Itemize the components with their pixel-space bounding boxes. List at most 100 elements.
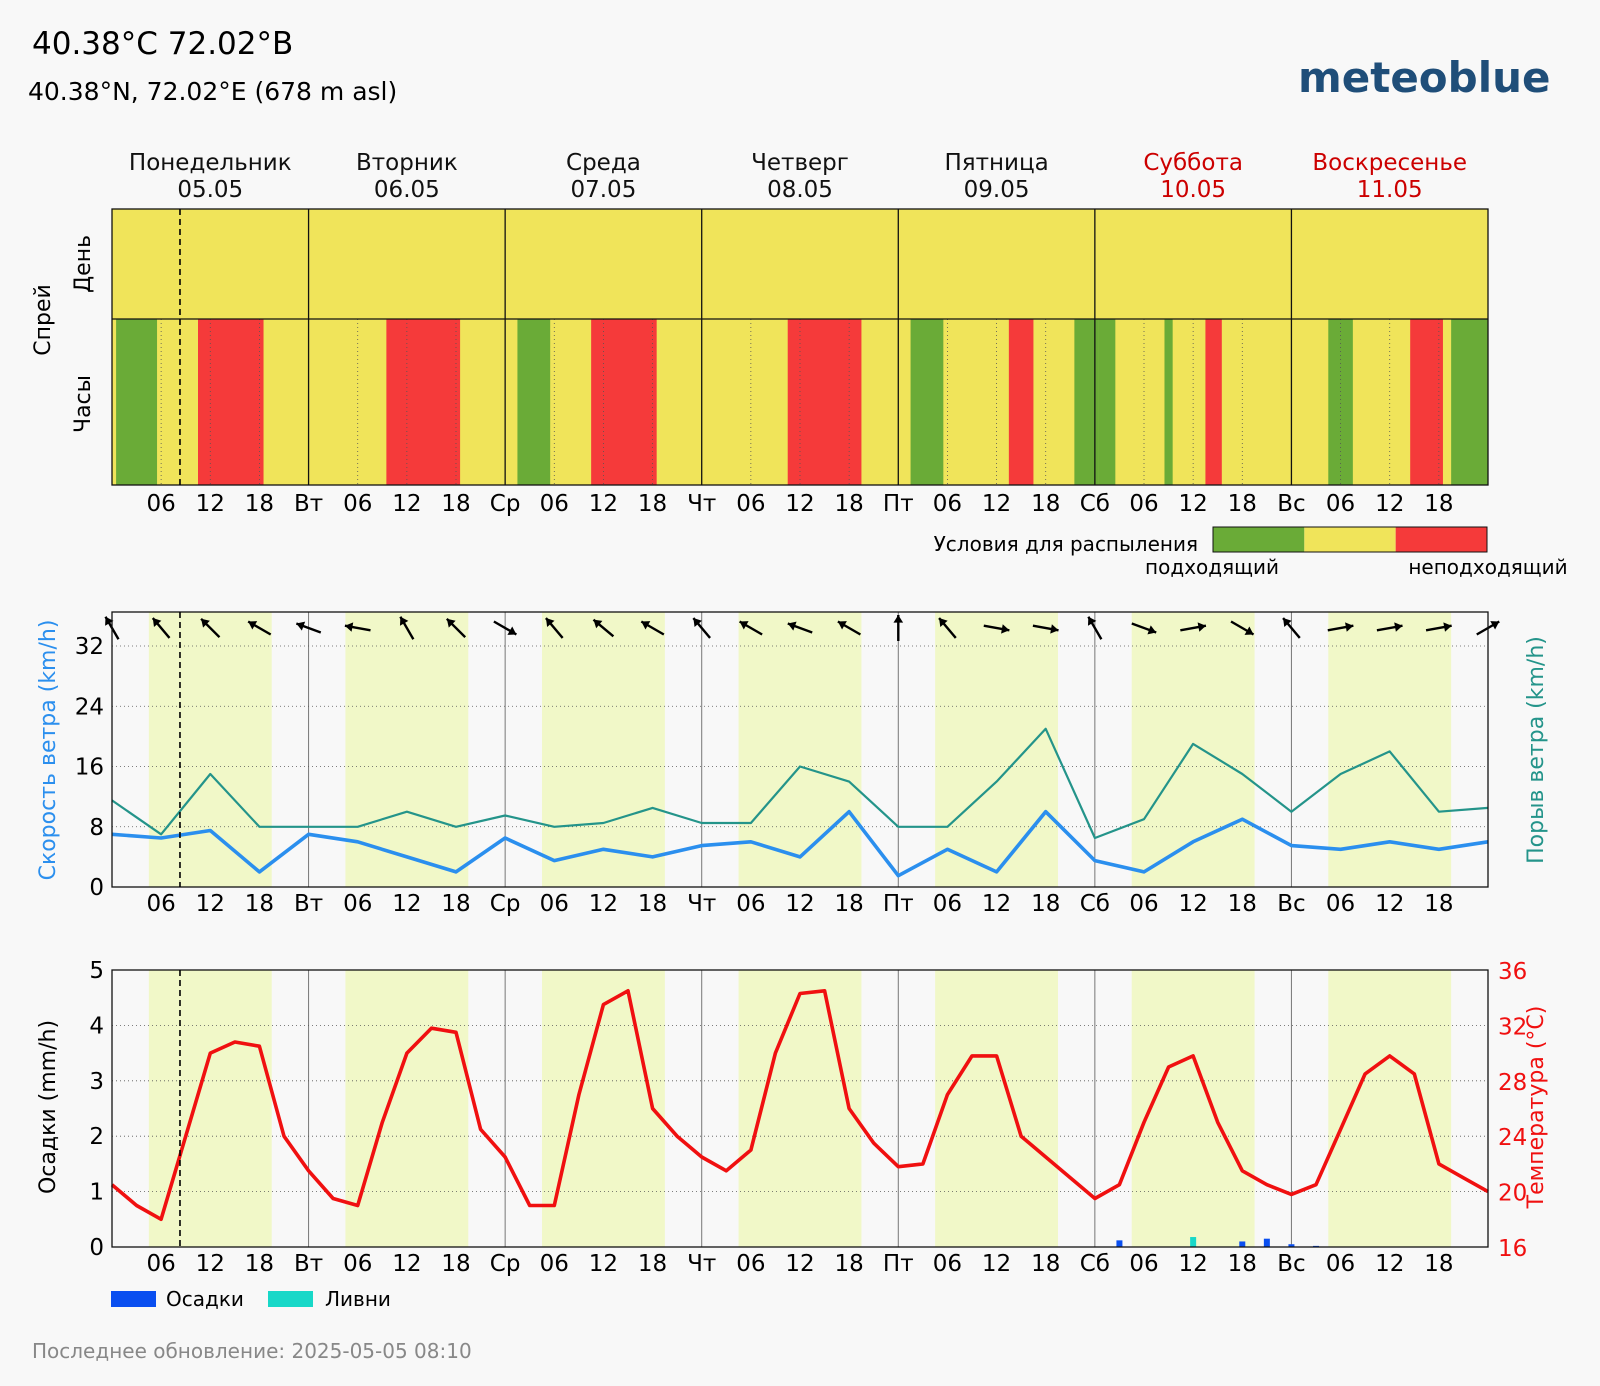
day-name-label: Понедельник <box>129 150 292 176</box>
day-date-label: 07.05 <box>570 177 636 203</box>
x-tick-hour-label: 18 <box>1228 1251 1257 1277</box>
x-tick-hour-label: 18 <box>1424 491 1453 517</box>
wind-speed-line <box>111 809 1489 878</box>
y-tick-label: 32 <box>75 634 104 660</box>
shower-bar <box>1190 1237 1197 1247</box>
x-tick-hour-label: 12 <box>982 891 1011 917</box>
spray-hour-segment <box>1451 319 1488 485</box>
x-tick-hour-label: 12 <box>196 1251 225 1277</box>
x-tick-hour-label: 12 <box>982 491 1011 517</box>
spray-legend-bad-swatch <box>1395 527 1487 552</box>
spray-hour-segment <box>198 319 264 485</box>
x-tick-hour-label: 06 <box>147 1251 176 1277</box>
daylight-band <box>1131 970 1255 1247</box>
daylight-band <box>345 970 469 1247</box>
location-subtitle: 40.38°N, 72.02°E (678 m asl) <box>28 77 397 106</box>
spray-hour-segment <box>1205 319 1222 485</box>
y-right-tick-label: 28 <box>1498 1070 1527 1096</box>
y-right-tick-label: 16 <box>1498 1236 1527 1262</box>
x-tick-hour-label: 12 <box>589 491 618 517</box>
precip-bar <box>1116 1240 1123 1247</box>
spray-hour-segment <box>1164 319 1173 485</box>
wind-arrow-head <box>893 615 904 623</box>
x-tick-day-label: Ср <box>490 891 521 917</box>
wind-arrow-head <box>739 621 749 630</box>
wind-arrow-head <box>1050 624 1059 634</box>
legend-precip-swatch <box>111 1291 156 1307</box>
spray-row-hours: Часы <box>71 375 96 433</box>
y-right-tick-label: 24 <box>1498 1125 1527 1151</box>
day-name-label: Суббота <box>1143 150 1243 176</box>
spray-hour-segment <box>1328 319 1353 485</box>
day-date-label: 10.05 <box>1160 177 1226 203</box>
wind-arrow-head <box>545 618 555 627</box>
wind-arrow-head <box>152 618 162 627</box>
x-tick-hour-label: 18 <box>1424 891 1453 917</box>
precip-bar <box>1239 1241 1246 1247</box>
y-tick-label: 16 <box>75 755 104 781</box>
x-tick-hour-label: 18 <box>245 1251 274 1277</box>
wind-arrow-head <box>296 621 306 631</box>
wind-arrow-head <box>693 618 702 627</box>
spray-day-cell <box>898 209 1095 319</box>
x-tick-hour-label: 12 <box>1375 891 1404 917</box>
x-tick-hour-label: 12 <box>1179 891 1208 917</box>
x-tick-hour-label: 18 <box>245 491 274 517</box>
x-tick-hour-label: 06 <box>736 1251 765 1277</box>
wind-chart: 0 8 16 24 32 06 12 18 Вт 06 12 18 Ср 06 12 18 Чт 06 12 18 Пт… <box>75 611 1500 917</box>
daylight-band <box>935 612 1058 887</box>
temp-y-label: Температура (°C) <box>1524 1006 1549 1210</box>
day-date-label: 06.05 <box>374 177 440 203</box>
spray-day-cell <box>112 209 309 319</box>
spray-hour-segment <box>116 319 158 485</box>
spray-day-cell <box>1094 209 1292 319</box>
spray-row-day: День <box>71 235 96 293</box>
y-right-tick-label: 36 <box>1498 959 1527 985</box>
daylight-band <box>738 612 862 887</box>
x-tick-day-label: Вс <box>1277 1251 1305 1277</box>
gust-y-label: Порыв ветра (km/h) <box>1524 636 1549 864</box>
x-tick-day-label: Чт <box>687 891 716 917</box>
legend-shower-label: Ливни <box>325 1287 391 1311</box>
daylight-band <box>738 970 862 1247</box>
wind-arrow-head <box>1087 616 1097 626</box>
wind-arrow-head <box>1345 622 1354 632</box>
wind-arrow-head <box>248 621 258 630</box>
y-right-tick-label: 20 <box>1498 1181 1527 1207</box>
x-tick-hour-label: 12 <box>589 891 618 917</box>
precip-bar <box>1288 1244 1295 1247</box>
wind-arrow-head <box>837 621 847 630</box>
x-tick-hour-label: 12 <box>1375 491 1404 517</box>
y-tick-label: 2 <box>89 1124 104 1150</box>
x-tick-hour-label: 18 <box>835 891 864 917</box>
x-tick-hour-label: 06 <box>147 891 176 917</box>
x-tick-day-label: Пт <box>883 491 914 517</box>
x-tick-hour-label: 06 <box>1129 891 1158 917</box>
daylight-band <box>1131 612 1255 887</box>
wind-arrow-head <box>787 621 797 631</box>
day-name-label: Пятница <box>944 150 1048 176</box>
wind-arrow-head <box>344 622 354 632</box>
day-name-label: Вторник <box>356 150 458 176</box>
day-date-label: 05.05 <box>177 177 243 203</box>
wind-arrow-head <box>105 616 114 626</box>
x-tick-day-label: Ср <box>490 491 521 517</box>
legend-precip-label: Осадки <box>166 1287 244 1311</box>
y-right-tick-label: 32 <box>1498 1014 1527 1040</box>
x-tick-hour-label: 06 <box>933 891 962 917</box>
temperature-line <box>110 989 1489 1222</box>
wind-arrow-head <box>507 626 517 635</box>
daylight-band <box>1328 970 1452 1247</box>
page-title: 40.38°C 72.02°B <box>32 26 293 62</box>
y-tick-label: 4 <box>89 1013 104 1039</box>
daylight-band <box>148 970 272 1247</box>
x-tick-hour-label: 18 <box>1228 491 1257 517</box>
wind-arrow-head <box>939 618 948 627</box>
wind-arrow-head <box>446 618 456 628</box>
x-tick-hour-label: 12 <box>785 491 814 517</box>
x-tick-hour-label: 12 <box>785 1251 814 1277</box>
wind-arrow-head <box>1147 625 1157 635</box>
wind-arrow-head <box>1490 621 1500 630</box>
x-tick-day-label: Вт <box>294 891 323 917</box>
spray-hour-segment <box>910 319 944 485</box>
